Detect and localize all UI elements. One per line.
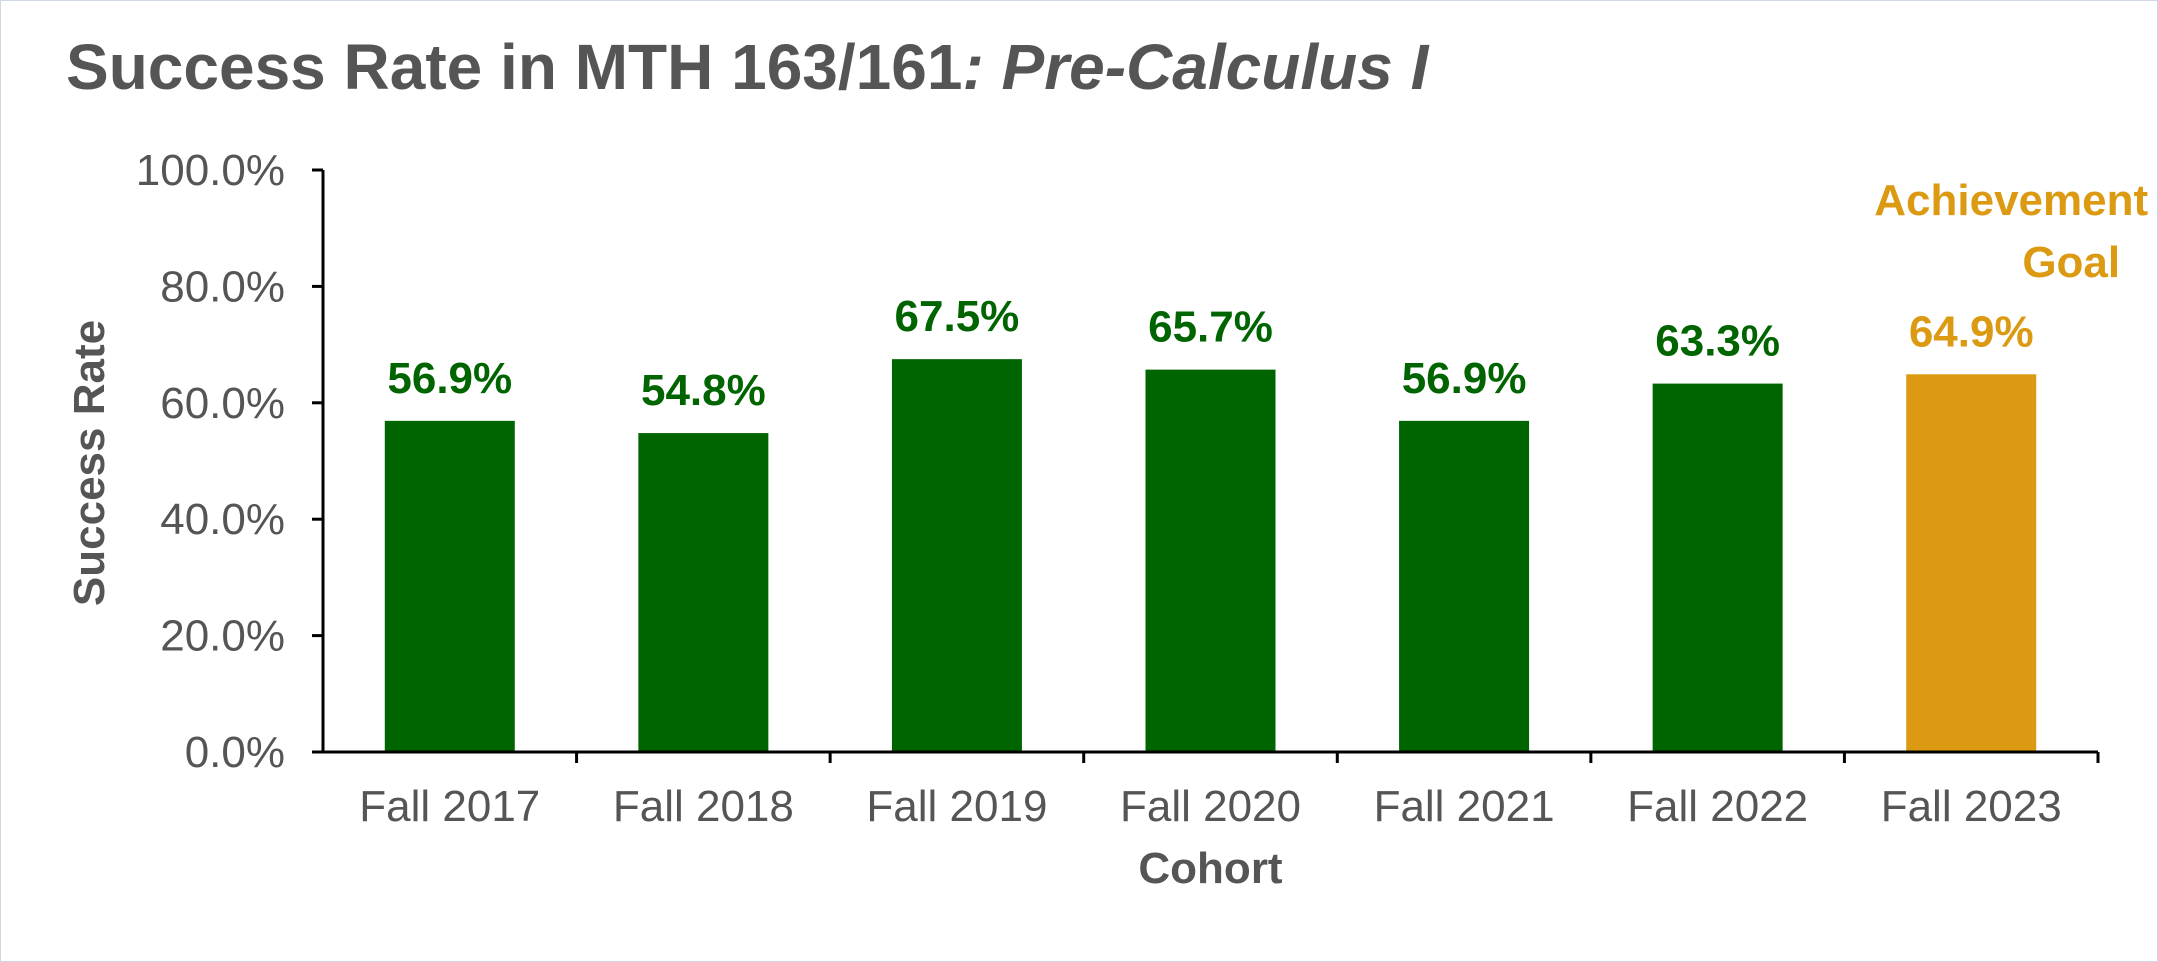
chart-title: Success Rate in MTH 163/161: Pre-Calculu… [66,30,1428,104]
bars [384,359,2037,752]
bar-fall-2018 [638,433,769,752]
bar-fall-2023 [1906,374,2037,752]
x-axis-ticks: Fall 2017 Fall 2018 Fall 2019 Fall 2020 Fall… [359,782,2061,831]
x-tick-label: Fall 2020 [1120,782,1301,831]
x-axis-title: Cohort [1138,844,1283,893]
y-axis-title: Success Rate [65,320,114,606]
annotation-line: Achievement [1874,176,2148,225]
bar-fall-2017 [384,420,515,752]
x-tick-label: Fall 2023 [1881,782,2062,831]
y-tick-label: 40.0% [160,495,285,544]
achievement-goal-annotation: Achievement Goal [1874,176,2148,287]
data-label: 54.8% [641,366,766,415]
data-label: 67.5% [895,292,1020,341]
bar-fall-2021 [1399,420,1530,752]
chart-title-main: Success Rate in MTH 163/161 [66,31,963,103]
y-tick-label: 0.0% [185,728,285,777]
bar-fall-2019 [891,359,1022,752]
x-tick-label: Fall 2021 [1374,782,1555,831]
x-tick-label: Fall 2022 [1627,782,1808,831]
x-tick-label: Fall 2018 [613,782,794,831]
x-tick-label: Fall 2017 [359,782,540,831]
data-label: 56.9% [1402,354,1527,403]
data-label: 63.3% [1655,317,1780,366]
bar-fall-2020 [1145,369,1276,752]
y-tick-label: 100.0% [136,146,285,195]
y-axis-ticks: 0.0% 20.0% 40.0% 60.0% 80.0% 100.0% [136,146,285,777]
y-tick-label: 20.0% [160,612,285,661]
data-label: 65.7% [1148,303,1273,352]
axes [312,168,2100,763]
data-label: 64.9% [1909,307,2034,356]
y-tick-label: 80.0% [160,262,285,311]
annotation-line: Goal [2022,238,2120,287]
bar-fall-2022 [1652,383,1783,752]
y-tick-label: 60.0% [160,379,285,428]
chart-title-subtitle: : Pre-Calculus I [962,31,1429,103]
data-label: 56.9% [387,354,512,403]
x-tick-label: Fall 2019 [866,782,1047,831]
data-labels: 56.9% 54.8% 67.5% 65.7% 56.9% 63.3% 64.9% [387,292,2033,415]
